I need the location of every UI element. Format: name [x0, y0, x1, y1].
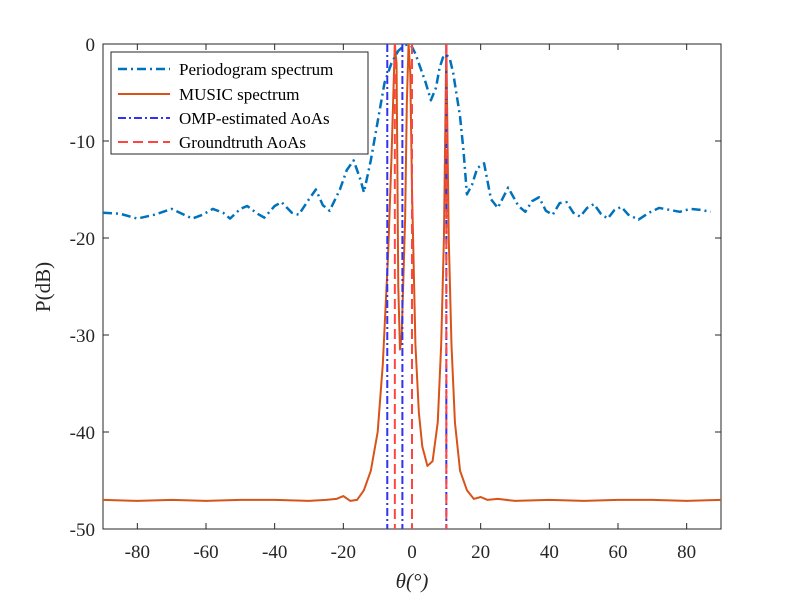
x-tick-label: 0: [407, 542, 417, 563]
y-tick-label: -20: [70, 229, 95, 250]
x-tick-label: 60: [609, 542, 628, 563]
x-tick-label: 80: [677, 542, 696, 563]
x-tick-label: -60: [193, 542, 218, 563]
x-axis-label: θ(°): [396, 569, 429, 593]
series-group: [103, 44, 721, 529]
y-tick-label: -50: [70, 520, 95, 541]
data-layer: [103, 44, 721, 529]
y-tick-label: -10: [70, 132, 95, 153]
x-tick-label: -40: [262, 542, 287, 563]
legend-box: [110, 51, 369, 155]
legend: Periodogram spectrum MUSIC spectrum OMP-…: [110, 51, 369, 155]
y-tick-label: -40: [70, 423, 95, 444]
periodogram-series-line: [103, 44, 711, 221]
x-tick-label: 20: [471, 542, 490, 563]
x-tick-label: -80: [125, 542, 150, 563]
y-tick-label: -30: [70, 326, 95, 347]
legend-music-label: MUSIC spectrum: [179, 85, 299, 104]
legend-omp-label: OMP-estimated AoAs: [179, 109, 330, 128]
legend-groundtruth-label: Groundtruth AoAs: [179, 133, 306, 152]
y-tick-label: 0: [86, 35, 96, 56]
x-tick-label: 40: [540, 542, 559, 563]
ticks-layer: -80 -60 -40 -20 0 20 40 60 80 0 -10 -20 -30 -40 -50: [70, 35, 721, 563]
x-tick-label: -20: [331, 542, 356, 563]
music-series-line: [103, 44, 721, 502]
y-axis-label: P(dB): [31, 262, 55, 312]
legend-periodogram-label: Periodogram spectrum: [179, 60, 333, 79]
